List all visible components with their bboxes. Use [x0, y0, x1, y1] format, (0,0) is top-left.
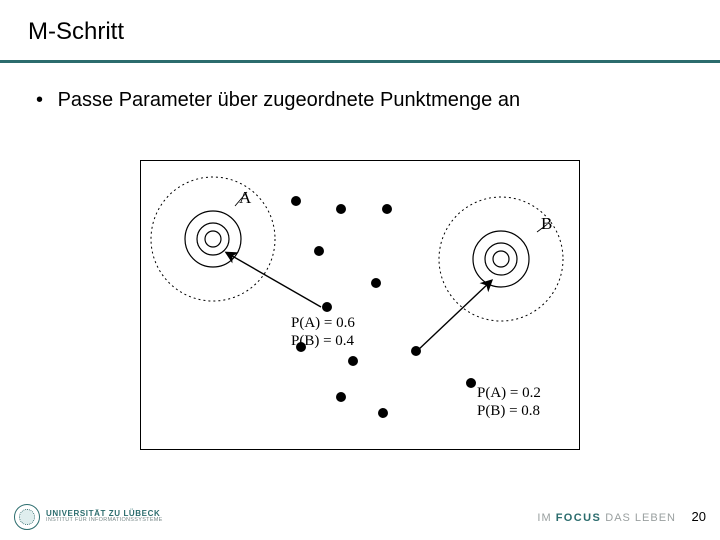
annotation-0-line-0: P(A) = 0.6 — [291, 315, 355, 331]
gaussian-label-b: B — [541, 214, 552, 233]
gaussian-label-a: A — [239, 188, 252, 207]
page-title: M-Schritt — [28, 18, 720, 46]
footer: UNIVERSITÄT ZU LÜBECK INSTITUT FÜR INFOR… — [0, 496, 720, 530]
slogan-suffix: DAS LEBEN — [601, 512, 676, 524]
bullet-text: Passe Parameter über zugeordnete Punktme… — [58, 89, 521, 111]
seal-icon — [14, 504, 40, 530]
diagram-figure: A B P(A) = 0.6 P(B) = 0.4 P(A) = 0.2 P(B) = 0… — [140, 160, 580, 450]
page-number: 20 — [692, 509, 706, 524]
slogan-prefix: IM — [537, 512, 555, 524]
diagram-svg: A B P(A) = 0.6 P(B) = 0.4 P(A) = 0.2 P(B) = 0… — [141, 161, 581, 451]
annotation-1-line-0: P(A) = 0.2 — [477, 385, 541, 401]
bullet-item: • Passe Parameter über zugeordnete Punkt… — [0, 63, 720, 112]
slogan: IM FOCUS DAS LEBEN — [537, 512, 676, 524]
institute-name: INSTITUT FÜR INFORMATIONSSYSTEME — [46, 518, 163, 524]
annotation-0-line-1: P(B) = 0.4 — [291, 333, 355, 349]
annotation-1-line-1: P(B) = 0.8 — [477, 403, 540, 419]
bullet-dot: • — [36, 89, 52, 112]
university-logo: UNIVERSITÄT ZU LÜBECK INSTITUT FÜR INFOR… — [14, 504, 163, 530]
slogan-bold: FOCUS — [556, 512, 602, 524]
